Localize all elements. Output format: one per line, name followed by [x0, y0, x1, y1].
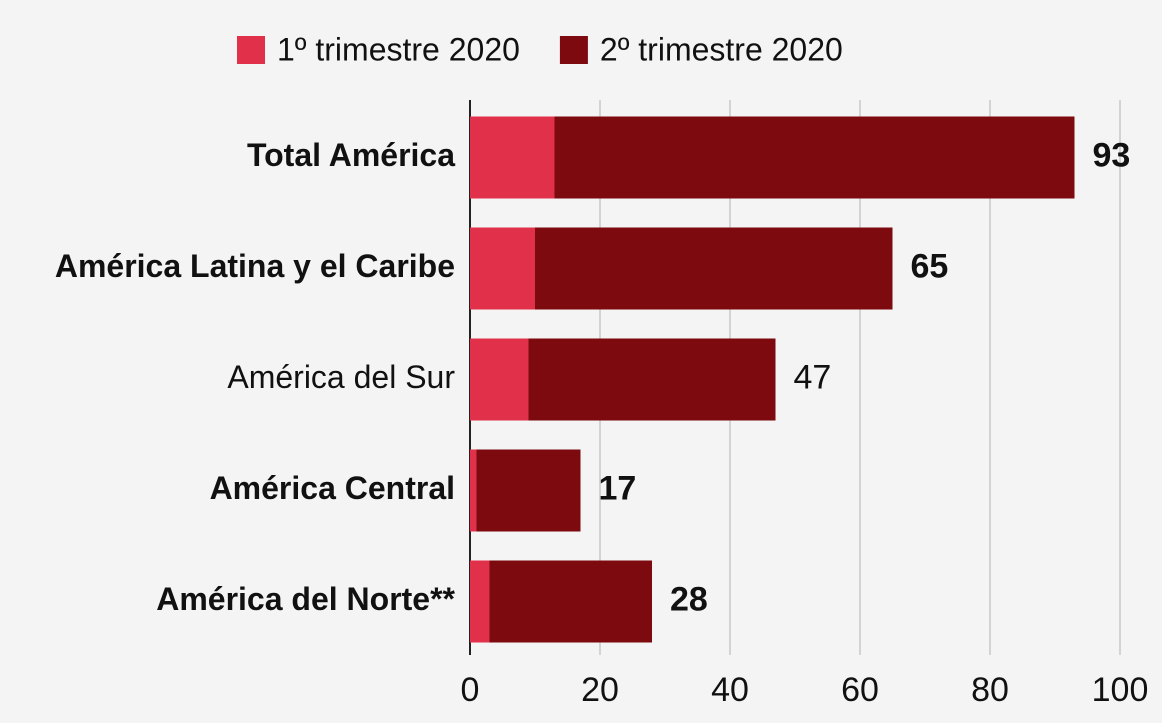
x-tick-label: 0 — [461, 671, 480, 709]
bar-segment — [535, 227, 893, 310]
bar-segment — [554, 116, 1075, 199]
bar-segment — [470, 449, 477, 532]
category-label: América del Sur — [227, 359, 455, 395]
bar-segment — [470, 560, 490, 643]
x-tick-label: 60 — [841, 671, 879, 709]
total-label: 47 — [794, 358, 832, 396]
x-tick-label: 80 — [971, 671, 1009, 709]
x-tick-label: 40 — [711, 671, 749, 709]
x-tick-label: 100 — [1092, 671, 1149, 709]
x-tick-label: 20 — [581, 671, 619, 709]
total-label: 28 — [670, 580, 708, 618]
bar-segment — [528, 338, 776, 421]
legend-swatch — [559, 36, 588, 64]
category-label: América Central — [210, 470, 455, 506]
total-label: 65 — [911, 247, 949, 285]
total-label: 93 — [1093, 136, 1131, 174]
legend-label: 2º trimestre 2020 — [600, 31, 843, 67]
category-label: Total América — [247, 137, 455, 173]
category-label: América Latina y el Caribe — [55, 248, 455, 284]
bar-segment — [476, 449, 581, 532]
total-label: 17 — [599, 469, 637, 507]
category-label: América del Norte** — [156, 581, 455, 617]
bar-segment — [470, 227, 535, 310]
bar-segment — [489, 560, 652, 643]
legend-swatch — [237, 36, 265, 64]
bar-segment — [470, 338, 529, 421]
legend-label: 1º trimestre 2020 — [277, 31, 520, 67]
bar-segment — [470, 116, 555, 199]
